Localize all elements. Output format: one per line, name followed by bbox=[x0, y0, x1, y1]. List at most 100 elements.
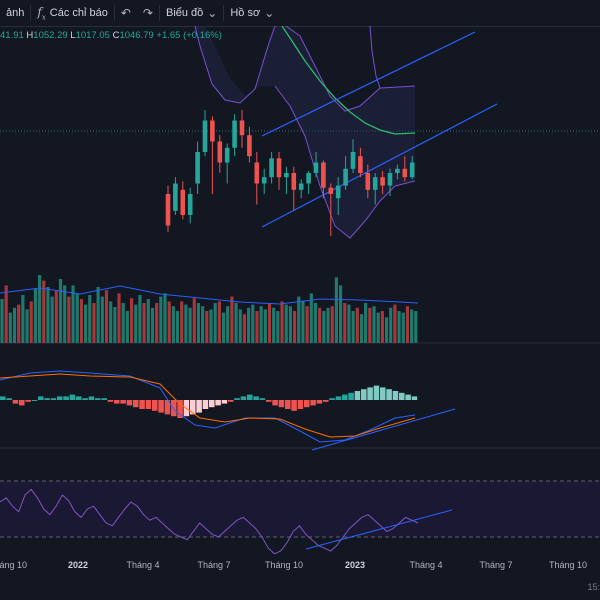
volume-bar bbox=[213, 303, 217, 343]
channel-upper-line[interactable] bbox=[261, 31, 476, 137]
candle-body bbox=[343, 168, 348, 186]
macd-bar bbox=[316, 400, 323, 404]
volume-bar bbox=[184, 304, 188, 343]
redo-button[interactable]: ↷ bbox=[137, 0, 159, 26]
redo-icon: ↷ bbox=[142, 6, 153, 20]
macd-bar bbox=[348, 392, 354, 400]
volume-bar bbox=[414, 311, 418, 343]
macd-bar bbox=[6, 398, 12, 400]
time-tick: Tháng 10 bbox=[0, 560, 28, 570]
candle-body bbox=[409, 162, 415, 178]
candle-body bbox=[306, 173, 311, 184]
volume-bar bbox=[318, 307, 322, 343]
snapshot-menu[interactable]: ảnh bbox=[0, 0, 30, 26]
chart-canvas[interactable] bbox=[0, 26, 600, 556]
volume-bar bbox=[209, 309, 213, 343]
volume-bar bbox=[113, 307, 117, 343]
volume-bar bbox=[138, 295, 142, 343]
candle-body bbox=[276, 158, 282, 178]
macd-bar bbox=[152, 400, 158, 411]
volume-bar bbox=[372, 306, 376, 343]
bollinger-band-fill bbox=[195, 26, 415, 238]
candle-body bbox=[350, 152, 356, 169]
candle-body bbox=[210, 120, 215, 142]
volume-bar bbox=[359, 314, 364, 343]
macd-trendline[interactable] bbox=[311, 408, 456, 451]
macd-bar bbox=[367, 387, 373, 400]
volume-bar bbox=[401, 312, 405, 343]
volume-bar bbox=[109, 301, 113, 343]
volume-bar bbox=[196, 303, 201, 343]
toolbar-divider bbox=[113, 5, 115, 21]
macd-bar bbox=[411, 396, 418, 400]
volume-bar bbox=[305, 306, 309, 343]
macd-bar bbox=[354, 391, 361, 400]
candle-body bbox=[224, 147, 230, 163]
undo-icon: ↶ bbox=[120, 6, 131, 20]
volume-bar bbox=[104, 290, 109, 343]
volume-bar bbox=[343, 303, 347, 343]
candle-body bbox=[180, 189, 186, 215]
macd-bar bbox=[221, 400, 228, 404]
volume-bar bbox=[347, 304, 351, 343]
macd-bar bbox=[38, 396, 44, 400]
candle-body bbox=[187, 194, 193, 215]
volume-bar bbox=[293, 311, 297, 343]
macd-bar bbox=[259, 398, 266, 400]
volume-bar bbox=[288, 306, 292, 343]
volume-bar bbox=[330, 306, 334, 343]
indicators-button[interactable]: fx Các chỉ báo bbox=[31, 0, 114, 26]
volume-bar bbox=[134, 304, 138, 343]
candle-body bbox=[195, 152, 200, 184]
channel-lower-line[interactable] bbox=[261, 103, 498, 228]
high-value: 1052.29 bbox=[33, 30, 68, 41]
rsi-trendline[interactable] bbox=[305, 509, 453, 550]
volume-bar bbox=[276, 311, 280, 343]
toolbar-divider bbox=[158, 5, 160, 21]
volume-bar bbox=[247, 307, 251, 343]
candle-body bbox=[321, 162, 326, 188]
volume-bar bbox=[117, 293, 121, 343]
volume-bar bbox=[4, 285, 8, 343]
macd-line bbox=[0, 370, 416, 443]
candle-body bbox=[173, 183, 178, 211]
macd-bar bbox=[310, 400, 316, 406]
volume-bar bbox=[121, 303, 125, 343]
volume-bar bbox=[234, 303, 238, 343]
volume-bar bbox=[364, 303, 368, 343]
candle-body bbox=[372, 177, 378, 190]
volume-bar bbox=[309, 293, 313, 343]
volume-bar bbox=[17, 304, 21, 343]
macd-bar bbox=[0, 396, 6, 400]
profile-menu-button[interactable]: Hồ sơ ⌄ bbox=[224, 0, 280, 26]
volume-bar bbox=[322, 311, 326, 343]
chart-menu-button[interactable]: Biểu đồ ⌄ bbox=[160, 0, 223, 26]
volume-bar bbox=[389, 307, 393, 343]
volume-bar bbox=[284, 304, 288, 343]
volume-bar bbox=[238, 309, 242, 343]
ohlc-legend: 41.91 H1052.29 L1017.05 C1046.79 +1.65 (… bbox=[0, 30, 222, 41]
toolbar-divider bbox=[223, 5, 225, 21]
volume-bar bbox=[171, 306, 175, 343]
macd-bar bbox=[373, 385, 380, 400]
macd-bar bbox=[12, 400, 19, 404]
undo-button[interactable]: ↶ bbox=[115, 0, 137, 26]
macd-histogram bbox=[0, 385, 418, 418]
time-axis[interactable]: Tháng 10 2022 Tháng 4 Tháng 7 Tháng 10 2… bbox=[0, 556, 600, 578]
volume-bar bbox=[280, 301, 284, 343]
volume-bar bbox=[125, 311, 129, 343]
volume-ma-line bbox=[0, 285, 419, 305]
volume-bar bbox=[29, 301, 33, 343]
macd-bar bbox=[234, 398, 240, 400]
volume-bar bbox=[100, 296, 104, 343]
macd-bar bbox=[63, 396, 69, 400]
macd-bar bbox=[361, 389, 367, 400]
volume-bar bbox=[50, 296, 54, 343]
macd-bar bbox=[392, 391, 399, 400]
candle-body bbox=[239, 120, 245, 136]
volume-bar bbox=[397, 311, 401, 343]
volume-bar bbox=[255, 311, 259, 343]
candlestick-series bbox=[165, 110, 415, 236]
macd-bar bbox=[323, 400, 329, 402]
macd-bar bbox=[215, 400, 221, 406]
